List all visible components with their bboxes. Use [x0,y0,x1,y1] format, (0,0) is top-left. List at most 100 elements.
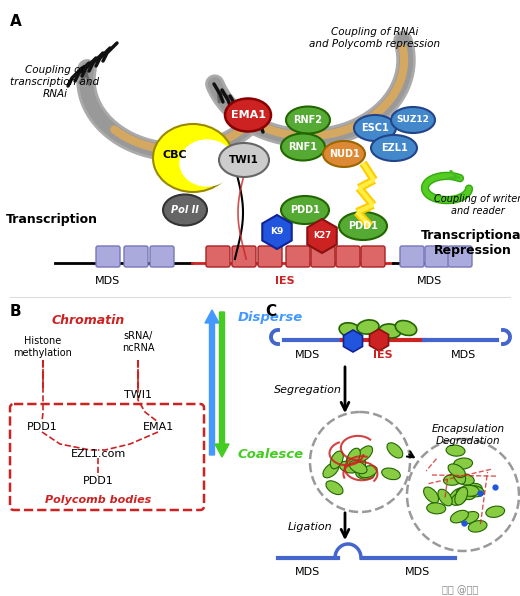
FancyArrow shape [215,312,229,457]
Text: Encapsulation
Degradation: Encapsulation Degradation [432,424,504,446]
Text: ESC1: ESC1 [361,123,389,133]
Text: Coupling of
transcription and
RNAi: Coupling of transcription and RNAi [10,66,99,98]
Text: IES: IES [275,276,295,286]
Ellipse shape [225,98,271,132]
Ellipse shape [357,320,379,334]
FancyBboxPatch shape [150,246,174,267]
Text: TWI1: TWI1 [229,155,259,165]
Text: K9: K9 [270,228,284,237]
Ellipse shape [486,506,504,517]
Text: Transcriptional
Repression: Transcriptional Repression [421,229,520,257]
Text: NUD1: NUD1 [329,149,359,159]
Ellipse shape [354,115,396,141]
Polygon shape [262,215,292,249]
Polygon shape [370,329,388,351]
Ellipse shape [346,449,361,465]
FancyBboxPatch shape [206,246,230,267]
Ellipse shape [356,468,375,479]
Ellipse shape [427,503,446,514]
FancyBboxPatch shape [448,246,472,267]
Text: IES: IES [373,350,393,360]
Text: Coupling of RNAi
and Polycomb repression: Coupling of RNAi and Polycomb repression [309,27,440,49]
Ellipse shape [330,451,343,469]
Text: EMA1: EMA1 [230,110,266,120]
Text: Chromatin: Chromatin [51,313,125,327]
Ellipse shape [357,446,372,461]
Ellipse shape [461,511,479,524]
Ellipse shape [453,466,465,484]
Ellipse shape [219,143,269,177]
Text: Histone
methylation: Histone methylation [14,336,72,358]
Ellipse shape [339,212,387,240]
Ellipse shape [180,140,234,186]
Text: MDS: MDS [295,567,321,577]
Text: MDS: MDS [295,350,321,360]
Text: TWI1: TWI1 [124,390,152,400]
Ellipse shape [347,448,360,465]
Ellipse shape [438,489,452,506]
Text: Coalesce: Coalesce [238,449,304,461]
Ellipse shape [450,510,469,523]
Text: Transcription: Transcription [6,213,98,226]
Text: A: A [10,14,22,29]
Text: Ligation: Ligation [288,522,332,532]
Polygon shape [344,330,362,352]
Text: MDS: MDS [95,276,121,286]
Ellipse shape [371,135,417,161]
FancyBboxPatch shape [311,246,335,267]
Ellipse shape [387,443,403,458]
Ellipse shape [455,487,467,505]
Text: MDS: MDS [418,276,443,286]
FancyArrow shape [205,310,219,455]
Text: Polycomb bodies: Polycomb bodies [45,495,151,505]
Text: MDS: MDS [406,567,431,577]
Polygon shape [307,219,337,253]
Text: 知乎 @理花: 知乎 @理花 [442,585,478,595]
Ellipse shape [323,462,339,478]
Text: Disperse: Disperse [238,312,303,324]
Text: PDD1: PDD1 [83,476,113,486]
Ellipse shape [444,474,462,485]
Ellipse shape [457,488,475,499]
Ellipse shape [281,134,325,160]
Text: MDS: MDS [450,350,476,360]
FancyBboxPatch shape [336,246,360,267]
Ellipse shape [340,461,358,473]
Ellipse shape [323,141,365,167]
FancyBboxPatch shape [425,246,449,267]
Text: K27: K27 [313,231,331,241]
Text: B: B [10,304,22,319]
Ellipse shape [451,491,468,505]
Text: CBC: CBC [163,150,187,160]
Ellipse shape [359,465,377,477]
Ellipse shape [453,458,473,469]
Text: RNF1: RNF1 [289,142,318,152]
Text: PDD1: PDD1 [348,221,378,231]
Text: EZL1.com: EZL1.com [70,449,126,459]
Text: sRNA/
ncRNA: sRNA/ ncRNA [122,331,154,353]
FancyBboxPatch shape [400,246,424,267]
Ellipse shape [281,196,329,224]
Ellipse shape [463,483,482,495]
Text: EZL1: EZL1 [381,143,407,153]
Text: Segregation: Segregation [274,385,342,395]
Ellipse shape [353,451,366,468]
FancyBboxPatch shape [96,246,120,267]
Ellipse shape [460,485,479,496]
Ellipse shape [424,487,439,503]
Text: SUZ12: SUZ12 [397,116,430,125]
FancyBboxPatch shape [286,246,310,267]
Ellipse shape [163,194,207,225]
Ellipse shape [286,107,330,134]
Ellipse shape [465,486,484,497]
Text: Pol II: Pol II [171,205,199,215]
Ellipse shape [391,107,435,133]
Ellipse shape [153,124,233,192]
Ellipse shape [446,445,465,456]
Ellipse shape [379,324,401,338]
FancyBboxPatch shape [361,246,385,267]
Text: C: C [265,304,276,319]
Ellipse shape [456,474,474,485]
Ellipse shape [339,323,361,337]
FancyBboxPatch shape [10,404,204,510]
